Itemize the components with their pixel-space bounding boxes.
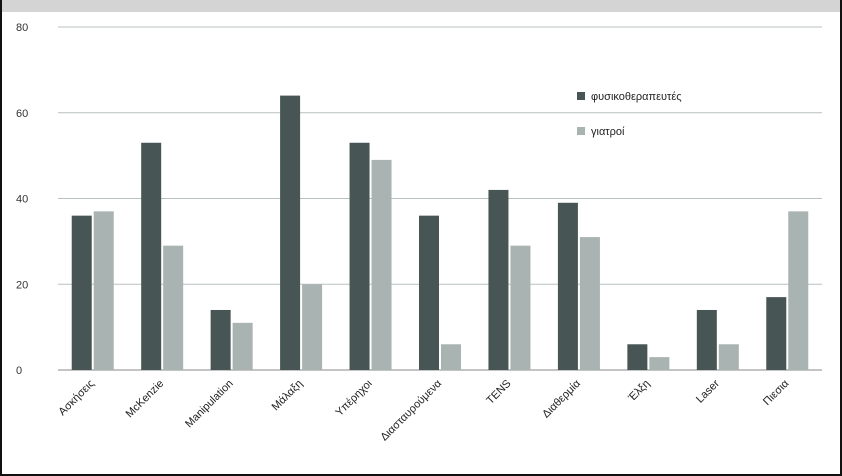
bar-physiotherapists-9 bbox=[696, 309, 717, 370]
bar-doctors-2 bbox=[232, 322, 253, 370]
legend-swatch-physiotherapists bbox=[577, 92, 585, 100]
bar-physiotherapists-10 bbox=[766, 297, 787, 370]
legend-swatch-doctors bbox=[577, 127, 585, 135]
top-bar bbox=[2, 0, 840, 12]
bar-physiotherapists-0 bbox=[71, 215, 92, 370]
bar-doctors-10 bbox=[788, 211, 809, 370]
y-tick-label: 40 bbox=[16, 194, 28, 206]
bar-physiotherapists-3 bbox=[280, 95, 301, 370]
category-label: Μάλαξη bbox=[270, 378, 306, 414]
category-label: Έλξη bbox=[626, 378, 653, 405]
bar-doctors-0 bbox=[93, 211, 114, 370]
y-tick-label: 80 bbox=[16, 22, 28, 34]
category-label: Διαθερμία bbox=[540, 377, 583, 420]
bar-physiotherapists-4 bbox=[349, 142, 370, 370]
category-label: Laser bbox=[694, 377, 722, 405]
legend: φυσικοθεραπευτές γιατροί bbox=[577, 91, 682, 138]
category-label: Ασκήσεις bbox=[56, 378, 96, 418]
category-label: TENS bbox=[484, 378, 513, 407]
y-tick-label: 0 bbox=[16, 365, 22, 377]
category-label: Manipulation bbox=[183, 378, 236, 431]
bars bbox=[71, 95, 809, 370]
category-label: Διασταυρούμενα bbox=[378, 377, 444, 443]
y-axis-ticks: 0 20 40 60 80 bbox=[16, 22, 28, 377]
bar-doctors-3 bbox=[302, 284, 323, 370]
x-axis-labels: Ασκήσεις McKenzie Manipulation Μάλαξη Υπέρηχ… bbox=[56, 377, 791, 443]
bar-physiotherapists-2 bbox=[210, 309, 231, 370]
bar-doctors-7 bbox=[579, 237, 600, 370]
bar-doctors-8 bbox=[649, 357, 670, 370]
category-label: Πιεσια bbox=[761, 377, 792, 408]
bar-doctors-1 bbox=[163, 245, 184, 370]
category-label: Υπέρηχοι bbox=[333, 377, 375, 419]
bar-doctors-9 bbox=[718, 344, 739, 370]
bar-doctors-5 bbox=[441, 344, 461, 370]
bar-physiotherapists-8 bbox=[627, 344, 648, 370]
y-tick-label: 60 bbox=[16, 108, 28, 120]
bar-doctors-4 bbox=[371, 159, 392, 370]
legend-label-physiotherapists: φυσικοθεραπευτές bbox=[591, 91, 682, 103]
legend-label-doctors: γιατροί bbox=[591, 126, 625, 138]
grid-lines bbox=[58, 26, 822, 371]
bar-doctors-6 bbox=[510, 245, 531, 370]
y-tick-label: 20 bbox=[16, 279, 28, 291]
bar-physiotherapists-5 bbox=[419, 215, 439, 370]
bar-physiotherapists-1 bbox=[141, 142, 162, 370]
bar-physiotherapists-6 bbox=[488, 189, 509, 370]
bar-physiotherapists-7 bbox=[557, 202, 578, 370]
category-label: McKenzie bbox=[124, 378, 167, 421]
